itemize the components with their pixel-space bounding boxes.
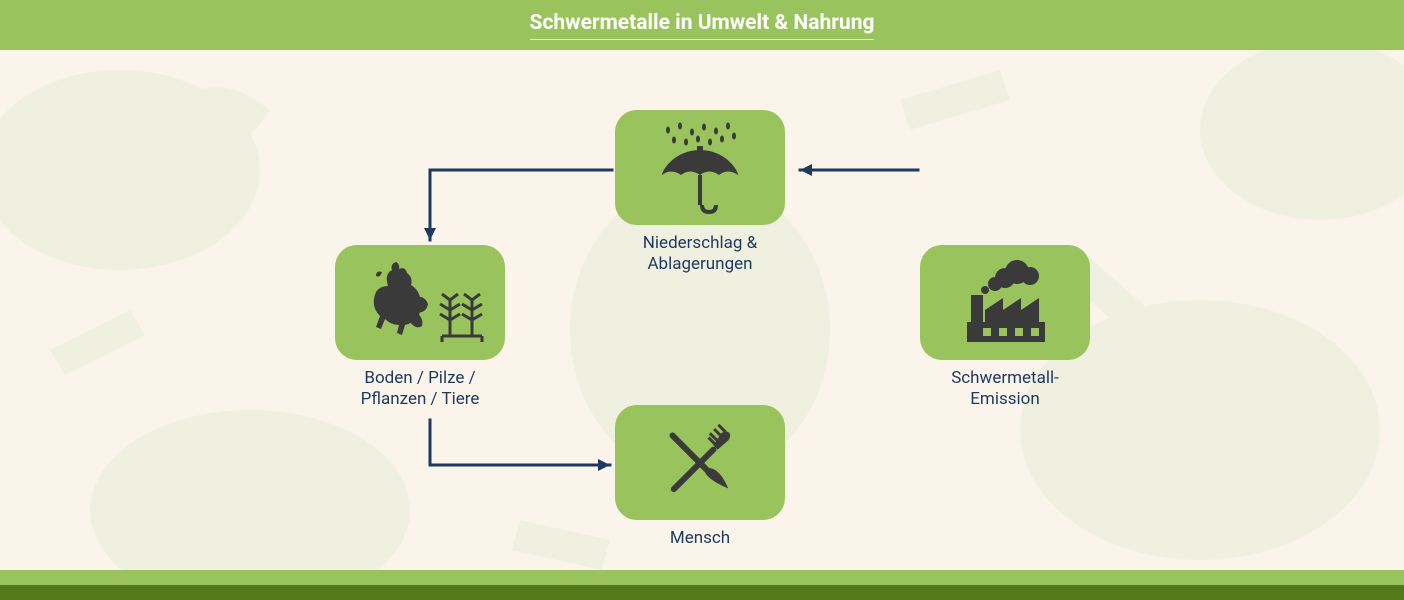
node-niederschlag-box <box>615 110 785 225</box>
node-niederschlag-label: Niederschlag & Ablagerungen <box>615 233 785 276</box>
page-title: Schwermetalle in Umwelt & Nahrung <box>530 11 875 40</box>
factory-icon <box>955 260 1055 345</box>
footer-bar-light <box>0 570 1404 585</box>
node-boden-label: Boden / Pilze / Pflanzen / Tiere <box>335 368 505 411</box>
node-emission-box <box>920 245 1090 360</box>
node-emission: Schwermetall- Emission <box>920 245 1090 411</box>
node-emission-label: Schwermetall- Emission <box>920 368 1090 411</box>
umbrella-rain-icon <box>650 120 750 215</box>
rooster-plants-icon <box>350 258 490 348</box>
knife-fork-icon <box>650 415 750 510</box>
node-mensch-label: Mensch <box>615 528 785 549</box>
node-mensch: Mensch <box>615 405 785 549</box>
footer <box>0 570 1404 600</box>
header-bar: Schwermetalle in Umwelt & Nahrung <box>0 0 1404 50</box>
node-boden-box <box>335 245 505 360</box>
footer-bar-dark <box>0 585 1404 600</box>
node-mensch-box <box>615 405 785 520</box>
node-boden: Boden / Pilze / Pflanzen / Tiere <box>335 245 505 411</box>
diagram-canvas: Schwermetall- Emission <box>0 50 1404 570</box>
node-niederschlag: Niederschlag & Ablagerungen <box>615 110 785 276</box>
